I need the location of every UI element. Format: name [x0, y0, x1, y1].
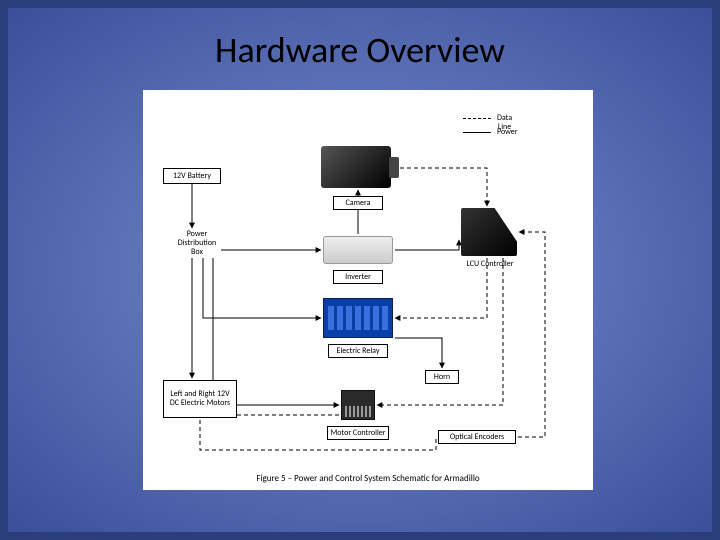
- edge-relay-horn: [395, 338, 442, 368]
- edge-pdb-relay: [203, 258, 321, 318]
- figure-caption: Figure 5 – Power and Control System Sche…: [143, 473, 593, 484]
- legend-power-line: [463, 132, 491, 133]
- edge-camera-laptop: [393, 168, 487, 206]
- node-battery: 12V Battery: [163, 168, 221, 184]
- hardware-diagram: Data Line Power 12V BatteryPower Distrib…: [143, 90, 593, 490]
- node-horn: Horn: [425, 370, 459, 384]
- controller-image: [341, 390, 375, 420]
- node-motors: Left and Right 12V DC Electric Motors: [163, 380, 237, 418]
- node-encoders: Optical Encoders: [438, 430, 516, 444]
- node-relay_lbl: Electric Relay: [328, 344, 388, 358]
- node-mc_lbl: Motor Controller: [327, 426, 389, 440]
- edge-motors-encoders: [200, 420, 436, 450]
- slide: Hardware Overview Data Line Power: [0, 0, 720, 540]
- legend-dataline-line: [463, 118, 491, 119]
- node-camera_lbl: Camera: [333, 196, 383, 210]
- node-inverter_lbl: Inverter: [333, 270, 383, 284]
- edge-inverter-laptop: [395, 240, 459, 250]
- inverter-image: [323, 236, 393, 264]
- legend-power-label: Power: [497, 128, 518, 137]
- edge-encoders-laptop: [518, 232, 545, 437]
- node-pdb: Power Distribution Box: [173, 230, 221, 258]
- relay-image: [323, 298, 393, 338]
- diagram-panel: Data Line Power 12V BatteryPower Distrib…: [143, 90, 593, 490]
- node-lcu: LCU Controller: [465, 260, 515, 284]
- camcorder-image: [321, 146, 391, 188]
- page-title: Hardware Overview: [8, 28, 712, 72]
